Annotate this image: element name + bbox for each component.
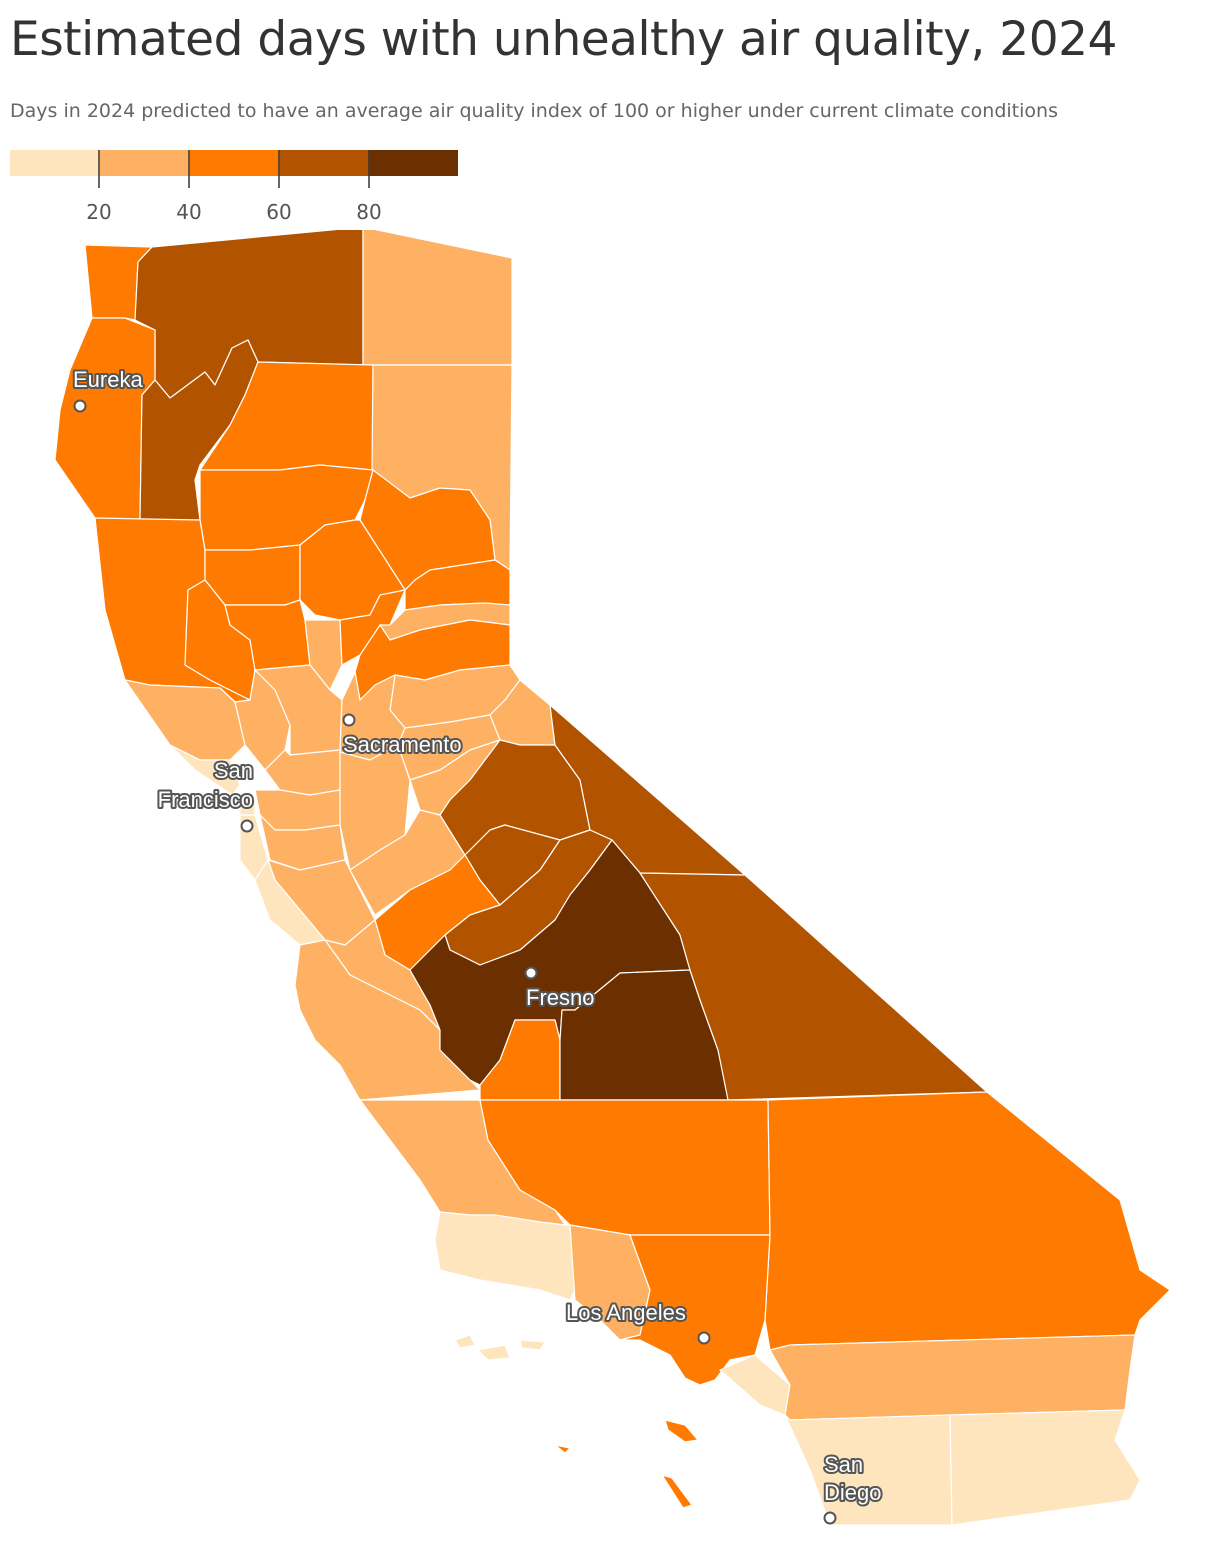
legend-bin-2 [100,150,190,176]
city-label-san-diego-line1: San [824,1452,863,1477]
island-santa-barbara-isl [554,1444,571,1454]
city-los-angeles: Los Angeles [564,1298,711,1345]
legend-bin-3 [190,150,280,176]
legend-tick-label-40: 40 [176,200,201,224]
county-san-diego [784,1414,953,1526]
map-title: Estimated days with unhealthy air qualit… [10,12,1117,67]
legend-tick-label-80: 80 [356,200,381,224]
legend-tick-label-60: 60 [266,200,291,224]
city-san-diego: San Diego [822,1450,883,1525]
city-fresno: Fresno [524,966,596,1012]
county-santa-barbara [434,1211,576,1301]
county-yuba [339,589,406,666]
california-county-map: Eureka Sacramento San Francisco Fresno L… [54,230,1171,1526]
city-label-san-francisco-line2: Francisco [158,787,253,812]
county-modoc [362,230,513,366]
city-sacramento: Sacramento [341,713,464,759]
county-imperial [949,1409,1141,1526]
city-label-san-francisco-line1: San [214,758,253,783]
city-marker-fresno [524,966,538,980]
legend-bin-1 [10,150,100,176]
legend-tick-label-20: 20 [86,200,111,224]
city-label-san-diego-line2: Diego [824,1480,881,1505]
city-eureka: Eureka [71,365,145,413]
county-glenn [204,544,301,606]
island-anacapa [519,1339,546,1351]
city-san-francisco: San Francisco [156,756,255,833]
city-label-fresno: Fresno [526,985,594,1010]
color-legend: 20 40 60 80 [10,150,458,230]
legend-bin-5 [370,150,458,176]
island-santa-rosa [454,1334,476,1349]
map-subtitle: Days in 2024 predicted to have an averag… [10,100,1058,122]
city-label-los-angeles: Los Angeles [566,1300,686,1325]
legend-bin-4 [280,150,370,176]
island-san-clemente [661,1474,693,1509]
city-marker-los-angeles [697,1331,711,1345]
city-marker-sacramento [342,713,356,727]
county-san-bernardino [764,1091,1171,1351]
county-los-angeles [619,1234,771,1386]
county-santa-cruz [254,859,326,946]
county-marin [169,744,241,796]
city-marker-san-diego [823,1511,837,1525]
county-riverside [769,1334,1136,1421]
county-sutter [304,619,343,691]
county-inyo [639,872,988,1101]
city-label-sacramento: Sacramento [343,732,462,757]
city-marker-eureka [73,399,87,413]
city-label-eureka: Eureka [73,367,143,392]
island-santa-catalina [664,1419,699,1443]
city-marker-san-francisco [240,819,254,833]
island-santa-cruz [477,1344,511,1361]
